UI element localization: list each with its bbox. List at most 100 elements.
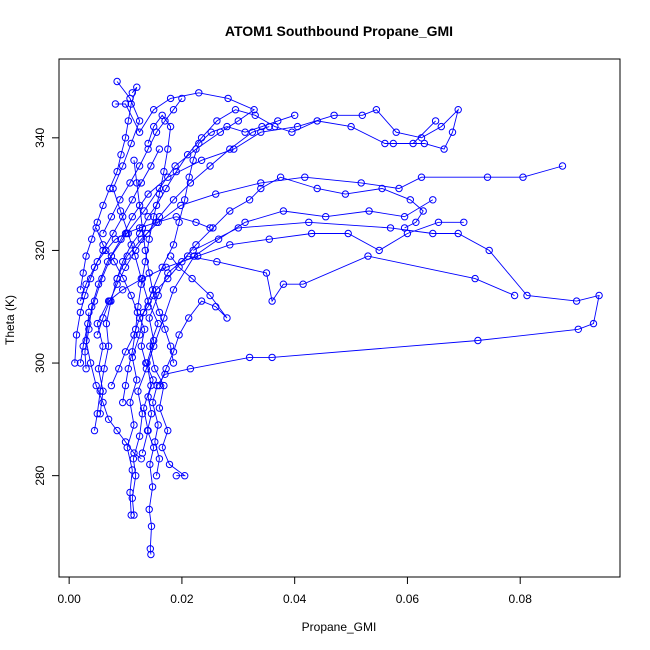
data-point [135, 331, 144, 339]
data-point [119, 162, 127, 170]
data-point [164, 173, 172, 181]
data-point [154, 319, 162, 328]
data-point [434, 218, 443, 227]
data-point [172, 213, 181, 221]
data-point [485, 246, 493, 255]
series-21 [76, 145, 164, 305]
data-point [79, 342, 87, 350]
x-axis: 0.00 0.02 0.04 0.06 0.08 [57, 576, 532, 606]
data-point [137, 280, 146, 288]
data-point [188, 274, 196, 283]
series-2 [128, 196, 437, 519]
data-point [94, 365, 103, 373]
data-point [93, 319, 102, 328]
data-point [133, 83, 141, 91]
data-point [288, 128, 296, 136]
data-point [90, 263, 99, 271]
data-point [113, 77, 121, 86]
data-point [454, 106, 462, 114]
series-19 [82, 308, 146, 463]
data-point [400, 213, 409, 221]
data-point [431, 117, 440, 125]
data-point [166, 342, 175, 350]
data-point [160, 381, 168, 390]
series-line [79, 148, 160, 302]
data-point [152, 201, 161, 210]
data-point [268, 297, 276, 305]
data-point [248, 128, 257, 136]
data-point [142, 365, 151, 373]
series-11 [76, 83, 141, 294]
data-point [126, 398, 134, 407]
data-point [135, 432, 144, 440]
data-point [150, 291, 158, 300]
data-point [93, 218, 102, 227]
data-point [135, 201, 144, 210]
data-point [152, 472, 161, 480]
data-point [128, 213, 137, 221]
data-point [169, 241, 178, 249]
data-point [132, 325, 140, 333]
data-point [151, 365, 159, 373]
data-point [150, 342, 158, 350]
data-point [474, 336, 482, 345]
data-point [146, 460, 154, 469]
data-point [194, 252, 202, 260]
data-point [313, 117, 321, 125]
data-point [121, 229, 130, 238]
data-point [291, 111, 299, 120]
data-point [245, 353, 254, 362]
data-point [392, 128, 400, 136]
data-point [107, 252, 116, 260]
data-point [234, 224, 243, 232]
data-point [94, 280, 103, 288]
data-point [186, 365, 195, 373]
data-point [440, 145, 448, 153]
data-point [148, 286, 157, 294]
data-point [90, 297, 99, 305]
data-point [128, 466, 137, 474]
series-line [133, 160, 174, 364]
data-point [150, 336, 158, 345]
data-point [212, 303, 220, 311]
data-point [99, 387, 107, 395]
data-point [437, 122, 445, 131]
data-point [143, 229, 151, 238]
data-point [79, 269, 87, 277]
data-point [276, 173, 285, 181]
data-point [147, 522, 156, 530]
data-point [206, 162, 214, 170]
data-point [595, 291, 603, 300]
data-point [139, 308, 148, 317]
data-point [164, 145, 172, 153]
data-point [226, 207, 234, 215]
data-point [419, 207, 427, 215]
data-point [132, 246, 140, 255]
data-point [141, 246, 150, 255]
y-tick-label: 320 [33, 240, 47, 260]
data-point [107, 213, 116, 221]
x-tick-label: 0.02 [170, 592, 194, 606]
data-point [121, 381, 130, 390]
data-point [138, 274, 147, 283]
data-point [171, 162, 179, 170]
data-point [197, 134, 206, 142]
data-point [99, 201, 107, 210]
y-axis-label: Theta (K) [3, 295, 17, 345]
data-point [126, 488, 134, 497]
data-point [258, 122, 266, 131]
data-point [406, 196, 414, 204]
data-point [181, 472, 189, 480]
data-point [558, 162, 567, 170]
series-6 [81, 106, 462, 373]
data-point [145, 314, 153, 322]
data-point [130, 156, 138, 165]
data-point [250, 106, 258, 114]
data-point [155, 381, 164, 390]
data-point [76, 297, 85, 305]
data-point [183, 252, 192, 260]
data-point [116, 196, 124, 204]
data-point [148, 483, 157, 491]
x-tick-label: 0.06 [396, 592, 420, 606]
y-tick-label: 340 [33, 127, 47, 147]
